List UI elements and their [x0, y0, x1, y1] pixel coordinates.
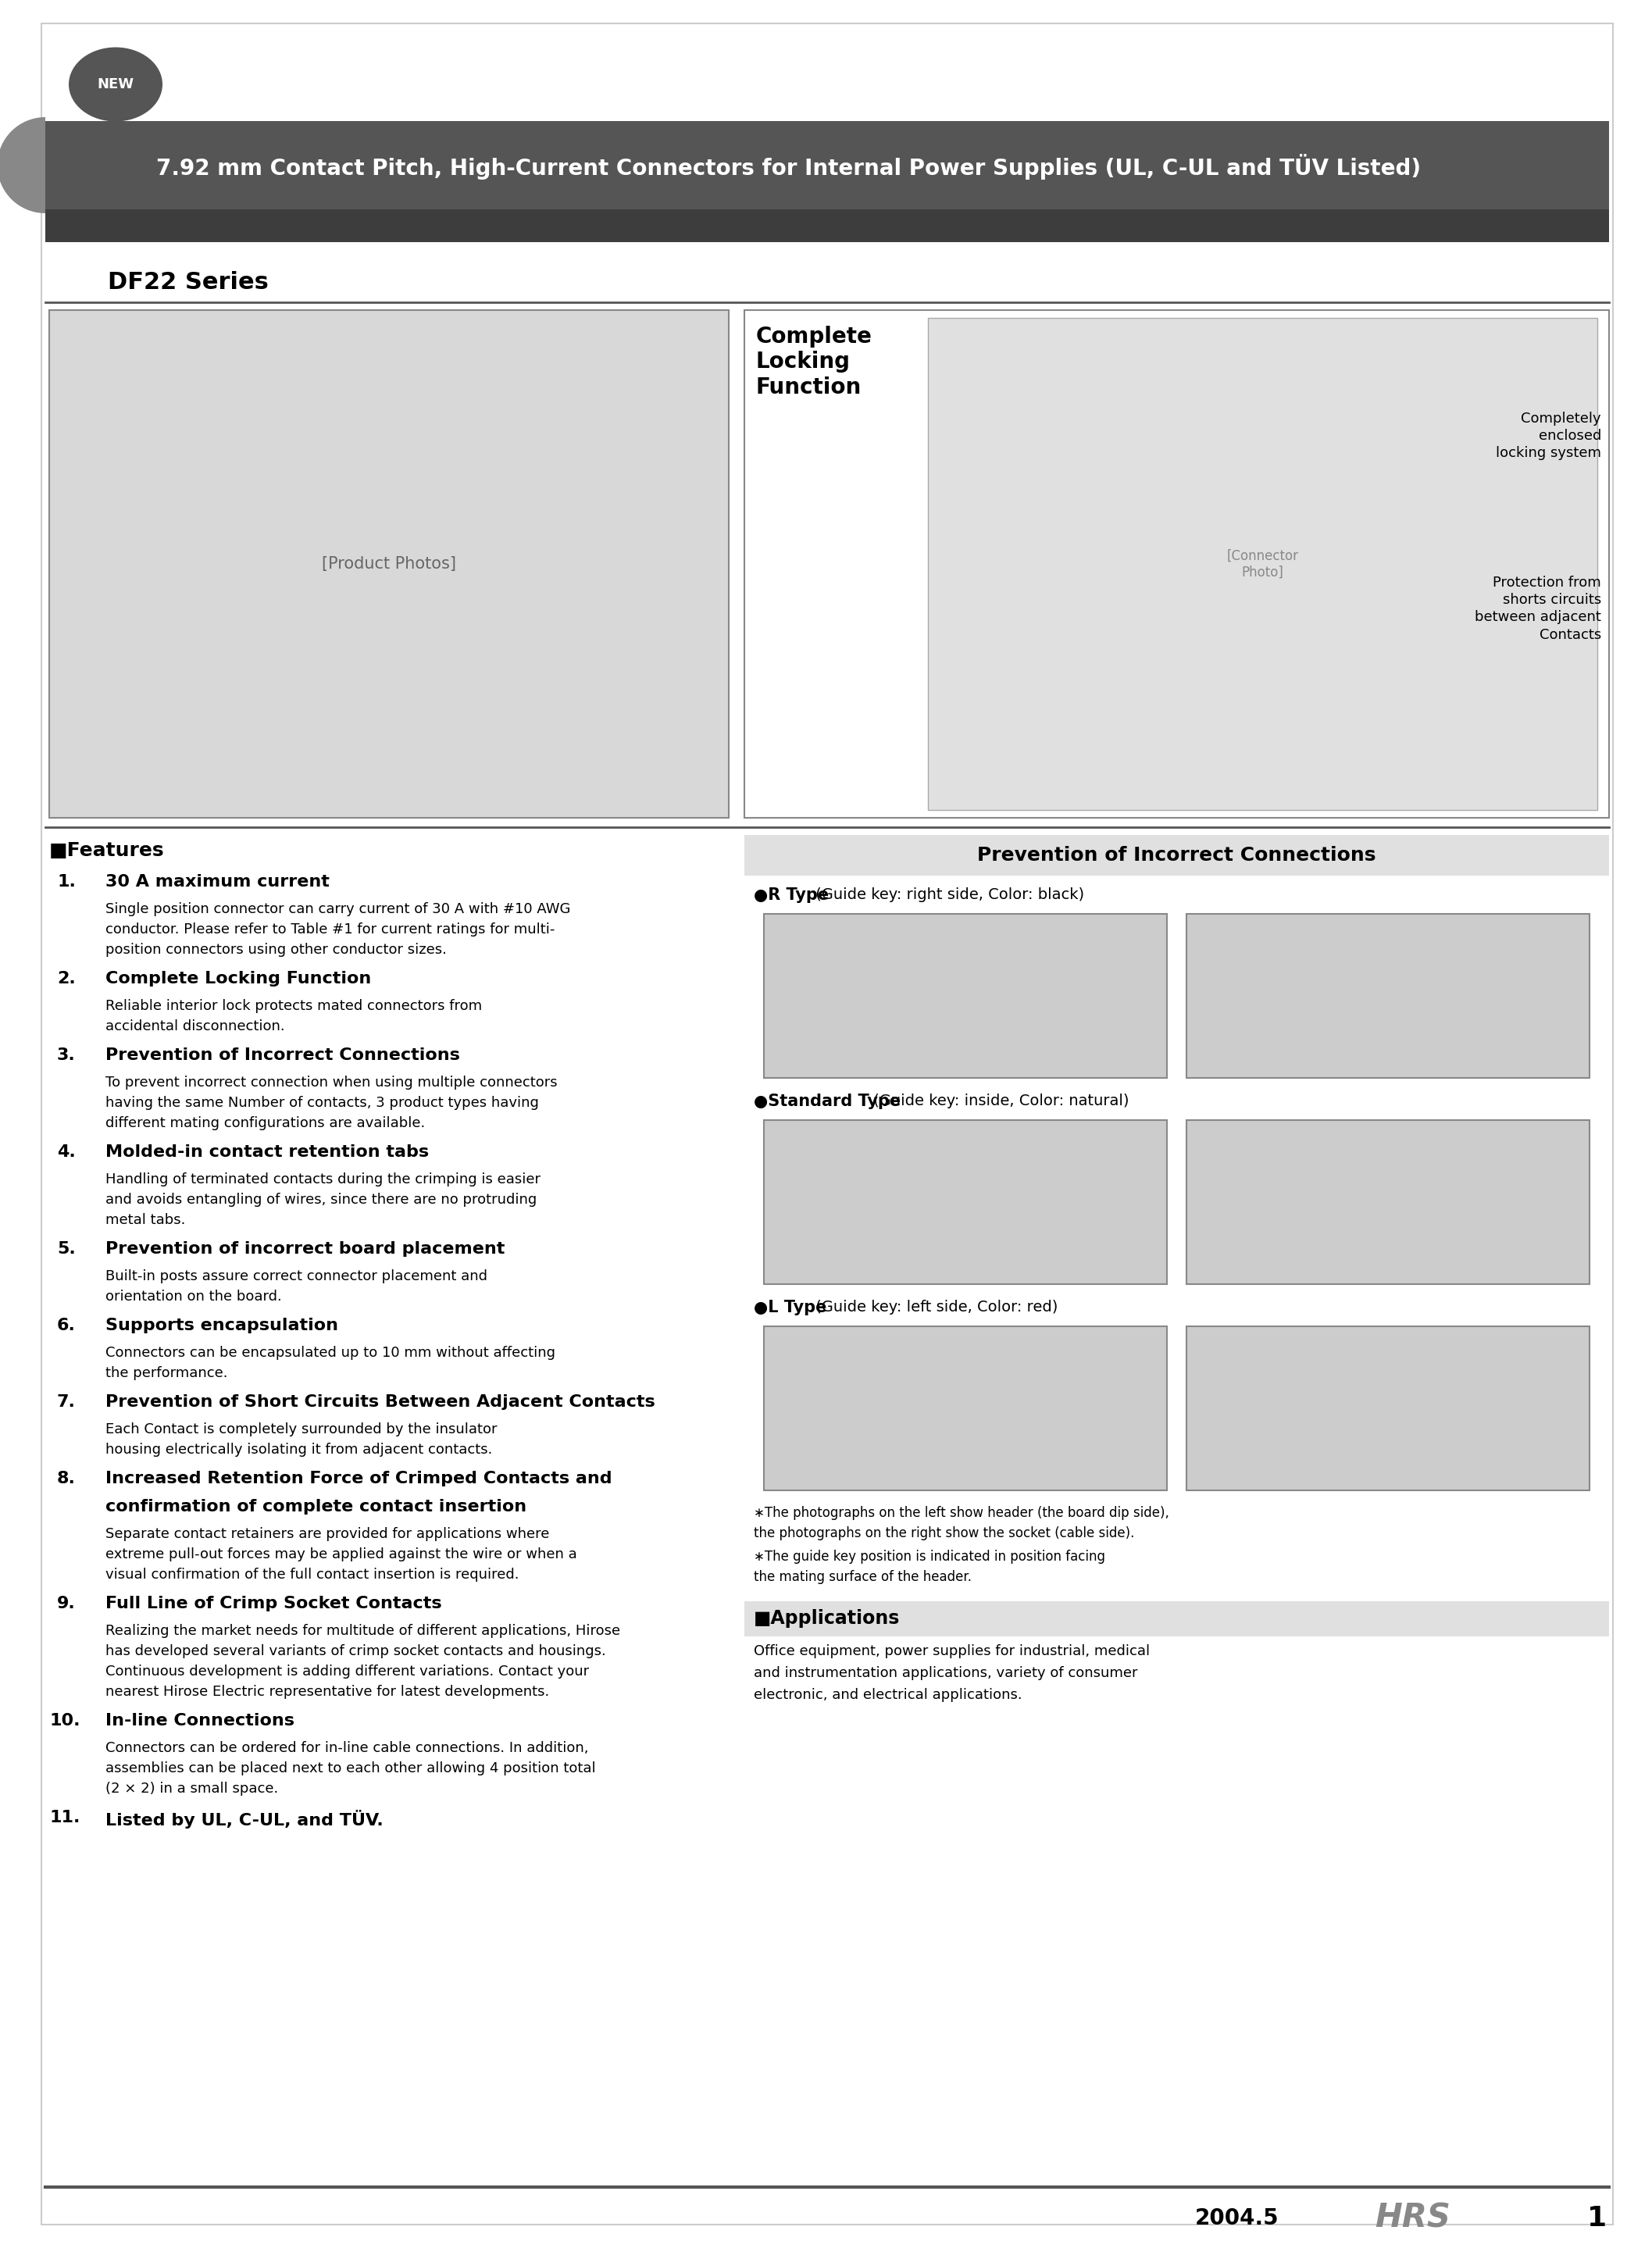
Text: ■Applications: ■Applications [753, 1610, 900, 1628]
Text: Continuous development is adding different variations. Contact your: Continuous development is adding differe… [106, 1664, 590, 1679]
Text: NEW: NEW [97, 76, 134, 92]
Text: 2.: 2. [58, 971, 76, 987]
Text: 7.92 mm Contact Pitch, High-Current Connectors for Internal Power Supplies (UL, : 7.92 mm Contact Pitch, High-Current Conn… [157, 153, 1421, 180]
Text: (Guide key: inside, Color: natural): (Guide key: inside, Color: natural) [869, 1093, 1128, 1108]
Text: and instrumentation applications, variety of consumer: and instrumentation applications, variet… [753, 1666, 1138, 1679]
Text: Realizing the market needs for multitude of different applications, Hirose: Realizing the market needs for multitude… [106, 1623, 620, 1639]
Text: Connectors can be ordered for in-line cable connections. In addition,: Connectors can be ordered for in-line ca… [106, 1740, 588, 1756]
Text: confirmation of complete contact insertion: confirmation of complete contact inserti… [106, 1499, 527, 1515]
Text: Office equipment, power supplies for industrial, medical: Office equipment, power supplies for ind… [753, 1643, 1150, 1659]
Text: has developed several variants of crimp socket contacts and housings.: has developed several variants of crimp … [106, 1643, 606, 1659]
Text: 9.: 9. [58, 1596, 76, 1612]
Bar [1186, 915, 1589, 1077]
Text: HRS: HRS [1374, 2201, 1450, 2235]
Bar [45, 209, 1609, 243]
Bar [1186, 1120, 1589, 1284]
Text: 6.: 6. [58, 1317, 76, 1333]
Bar [928, 317, 1597, 809]
Text: Prevention of Incorrect Connections: Prevention of Incorrect Connections [978, 845, 1376, 865]
Text: conductor. Please refer to Table #1 for current ratings for multi-: conductor. Please refer to Table #1 for … [106, 922, 555, 937]
Text: ∗The photographs on the left show header (the board dip side),: ∗The photographs on the left show header… [753, 1506, 1170, 1520]
Text: In-line Connections: In-line Connections [106, 1713, 294, 1729]
Text: orientation on the board.: orientation on the board. [106, 1290, 282, 1304]
Text: Prevention of Incorrect Connections: Prevention of Incorrect Connections [106, 1048, 459, 1063]
Text: Each Contact is completely surrounded by the insulator: Each Contact is completely surrounded by… [106, 1423, 497, 1436]
Text: Prevention of incorrect board placement: Prevention of incorrect board placement [106, 1241, 506, 1257]
Text: nearest Hirose Electric representative for latest developments.: nearest Hirose Electric representative f… [106, 1684, 550, 1699]
Text: having the same Number of contacts, 3 product types having: having the same Number of contacts, 3 pr… [106, 1095, 539, 1111]
Bar [45, 121, 1609, 209]
Text: 7.: 7. [58, 1394, 76, 1409]
Text: metal tabs.: metal tabs. [106, 1214, 185, 1227]
Text: Reliable interior lock protects mated connectors from: Reliable interior lock protects mated co… [106, 998, 482, 1014]
Text: 1.: 1. [58, 874, 76, 890]
Text: (Guide key: right side, Color: black): (Guide key: right side, Color: black) [811, 888, 1085, 901]
Text: electronic, and electrical applications.: electronic, and electrical applications. [753, 1688, 1023, 1702]
Text: (2 × 2) in a small space.: (2 × 2) in a small space. [106, 1783, 278, 1796]
Text: To prevent incorrect connection when using multiple connectors: To prevent incorrect connection when usi… [106, 1075, 557, 1090]
Text: (Guide key: left side, Color: red): (Guide key: left side, Color: red) [811, 1299, 1059, 1315]
Text: the photographs on the right show the socket (cable side).: the photographs on the right show the so… [753, 1526, 1135, 1540]
Text: visual confirmation of the full contact insertion is required.: visual confirmation of the full contact … [106, 1567, 519, 1583]
Text: 3.: 3. [58, 1048, 76, 1063]
Text: the performance.: the performance. [106, 1367, 228, 1380]
Ellipse shape [69, 47, 162, 121]
Text: 8.: 8. [58, 1470, 76, 1486]
Text: 2004.5: 2004.5 [1194, 2208, 1279, 2230]
Text: 11.: 11. [50, 1810, 79, 1825]
Text: Protection from
shorts circuits
between adjacent
Contacts: Protection from shorts circuits between … [1475, 575, 1601, 641]
Text: 4.: 4. [58, 1144, 76, 1160]
Bar [1186, 1326, 1589, 1490]
Text: ●R Type: ●R Type [753, 888, 829, 904]
Text: ∗The guide key position is indicated in position facing: ∗The guide key position is indicated in … [753, 1549, 1105, 1565]
Text: Connectors can be encapsulated up to 10 mm without affecting: Connectors can be encapsulated up to 10 … [106, 1347, 555, 1360]
Text: Complete
Locking
Function: Complete Locking Function [757, 326, 872, 398]
Text: different mating configurations are available.: different mating configurations are avai… [106, 1117, 425, 1131]
Text: DF22 Series: DF22 Series [107, 272, 269, 294]
Text: 1: 1 [1588, 2205, 1607, 2232]
Text: Single position connector can carry current of 30 A with #10 AWG: Single position connector can carry curr… [106, 901, 570, 917]
Text: Listed by UL, C-UL, and TÜV.: Listed by UL, C-UL, and TÜV. [106, 1810, 383, 1828]
Text: 10.: 10. [50, 1713, 79, 1729]
Text: 5.: 5. [58, 1241, 76, 1257]
Text: Increased Retention Force of Crimped Contacts and: Increased Retention Force of Crimped Con… [106, 1470, 613, 1486]
Text: Completely
enclosed
locking system: Completely enclosed locking system [1495, 411, 1601, 461]
Bar [745, 834, 1609, 877]
Text: housing electrically isolating it from adjacent contacts.: housing electrically isolating it from a… [106, 1443, 492, 1457]
Wedge shape [0, 117, 45, 214]
Text: Full Line of Crimp Socket Contacts: Full Line of Crimp Socket Contacts [106, 1596, 441, 1612]
Text: Molded-in contact retention tabs: Molded-in contact retention tabs [106, 1144, 430, 1160]
Text: Complete Locking Function: Complete Locking Function [106, 971, 372, 987]
Text: Separate contact retainers are provided for applications where: Separate contact retainers are provided … [106, 1526, 550, 1542]
Text: extreme pull-out forces may be applied against the wire or when a: extreme pull-out forces may be applied a… [106, 1547, 577, 1562]
Text: assemblies can be placed next to each other allowing 4 position total: assemblies can be placed next to each ot… [106, 1762, 596, 1776]
Text: ■Features: ■Features [50, 841, 165, 861]
Text: Supports encapsulation: Supports encapsulation [106, 1317, 339, 1333]
Bar [763, 1120, 1166, 1284]
Text: Built-in posts assure correct connector placement and: Built-in posts assure correct connector … [106, 1270, 487, 1284]
Bar [745, 310, 1609, 818]
Text: Prevention of Short Circuits Between Adjacent Contacts: Prevention of Short Circuits Between Adj… [106, 1394, 656, 1409]
Text: position connectors using other conductor sizes.: position connectors using other conducto… [106, 942, 446, 958]
Text: the mating surface of the header.: the mating surface of the header. [753, 1569, 971, 1585]
Bar [763, 915, 1166, 1077]
Text: 30 A maximum current: 30 A maximum current [106, 874, 329, 890]
Text: ●L Type: ●L Type [753, 1299, 826, 1315]
Text: [Connector
Photo]: [Connector Photo] [1227, 549, 1298, 580]
Bar [50, 310, 729, 818]
Text: accidental disconnection.: accidental disconnection. [106, 1018, 284, 1034]
Text: ●Standard Type: ●Standard Type [753, 1093, 900, 1108]
Text: Handling of terminated contacts during the crimping is easier: Handling of terminated contacts during t… [106, 1173, 540, 1187]
Bar [745, 1601, 1609, 1637]
Bar [763, 1326, 1166, 1490]
Text: and avoids entangling of wires, since there are no protruding: and avoids entangling of wires, since th… [106, 1194, 537, 1207]
Text: [Product Photos]: [Product Photos] [322, 555, 456, 571]
